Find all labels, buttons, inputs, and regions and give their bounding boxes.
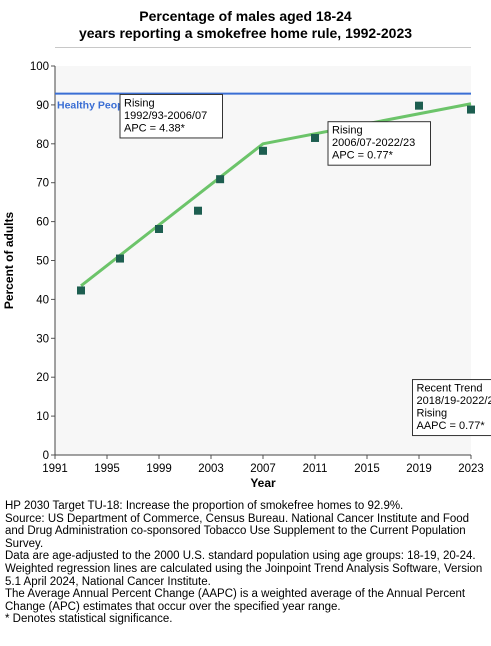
chart-title-line-1: Percentage of males aged 18-24 xyxy=(139,8,352,24)
annotation-text: Recent Trend xyxy=(417,383,483,395)
data-point xyxy=(311,133,319,142)
title-divider xyxy=(55,47,471,48)
data-point xyxy=(216,175,225,184)
footnotes: HP 2030 Target TU-18: Increase the propo… xyxy=(5,500,489,626)
y-tick-label: 90 xyxy=(36,100,49,112)
x-tick-label: 2019 xyxy=(406,463,432,475)
footnote-regression: Weighted regression lines are calculated… xyxy=(5,562,483,588)
footnote-aapc: The Average Annual Percent Change (AAPC)… xyxy=(5,588,466,613)
annotation-text: 2006/07-2022/23 xyxy=(332,137,415,149)
annotation-text: 1992/93-2006/07 xyxy=(124,110,207,122)
data-point xyxy=(259,146,267,155)
x-tick-label: 2015 xyxy=(354,463,380,475)
y-tick-label: 40 xyxy=(36,294,49,306)
chart-title: Percentage of males aged 18-24 years rep… xyxy=(0,8,491,42)
y-axis-label: Percent of adults xyxy=(2,212,16,310)
annotation-box xyxy=(119,93,223,139)
annotation-text: Rising xyxy=(124,97,155,109)
data-point xyxy=(194,206,202,215)
data-point xyxy=(116,254,124,263)
footnote-significance: * Denotes statistical significance. xyxy=(5,613,173,626)
chart-title-line-2: years reporting a smokefree home rule, 1… xyxy=(78,25,413,41)
x-tick-label: 2011 xyxy=(303,463,328,475)
y-tick-label: 100 xyxy=(30,61,49,73)
x-tick-label: 1991 xyxy=(42,463,68,475)
trend-line xyxy=(80,102,472,287)
data-point xyxy=(415,101,423,110)
annotation-box xyxy=(327,121,431,166)
data-point xyxy=(155,224,163,233)
annotation-box xyxy=(412,379,491,437)
annotation-text: Rising xyxy=(332,125,363,137)
y-tick-label: 80 xyxy=(36,139,49,151)
annotation-text: APC = 4.38* xyxy=(124,122,186,134)
footnote-source: Source: US Department of Commerce, Censu… xyxy=(5,512,470,550)
annotation-text: Rising xyxy=(417,408,448,420)
annotation-text: APC = 0.77* xyxy=(332,150,394,162)
y-tick-label: 60 xyxy=(36,217,49,229)
x-tick-label: 1999 xyxy=(146,463,172,475)
data-point xyxy=(467,105,475,114)
x-axis-label: Year xyxy=(250,476,276,490)
smokefree-scatter-chart: 0 10 20 30 40 50 60 70 80 90 100 1991 1995 1999 2003 20… xyxy=(2,61,491,490)
data-point xyxy=(77,286,85,295)
y-tick-label: 0 xyxy=(43,450,49,462)
x-tick-label: 2007 xyxy=(250,463,276,475)
footnote-age-adjust: Data are age-adjusted to the 2000 U.S. s… xyxy=(5,550,476,563)
y-tick-label: 70 xyxy=(36,178,49,190)
annotation-text: AAPC = 0.77* xyxy=(417,420,486,432)
annotation-text: 2018/19-2022/23 xyxy=(417,395,491,407)
y-tick-label: 50 xyxy=(36,256,49,268)
y-tick-label: 10 xyxy=(36,411,49,423)
y-tick-label: 20 xyxy=(36,372,49,384)
x-tick-label: 1995 xyxy=(94,463,120,475)
x-tick-label: 2003 xyxy=(198,463,224,475)
footnote-target: HP 2030 Target TU-18: Increase the propo… xyxy=(5,500,404,512)
x-tick-label: 2023 xyxy=(458,463,484,475)
y-tick-label: 30 xyxy=(36,333,49,345)
